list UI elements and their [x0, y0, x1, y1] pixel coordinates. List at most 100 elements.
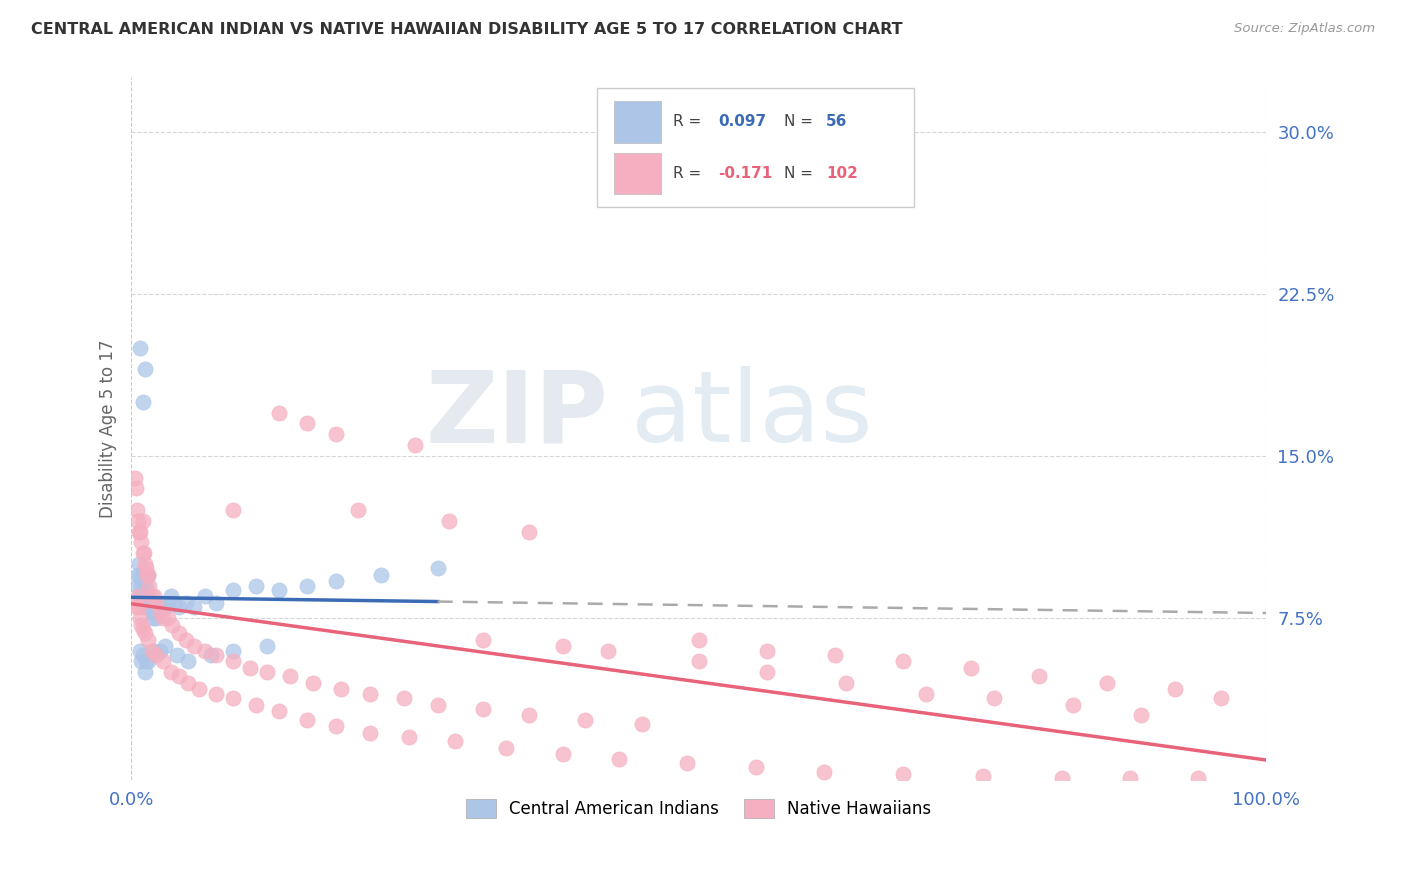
Point — [152, 596, 174, 610]
Legend: Central American Indians, Native Hawaiians: Central American Indians, Native Hawaiia… — [460, 792, 938, 825]
Point — [1050, 771, 1073, 785]
Point — [177, 654, 200, 668]
Point — [222, 654, 245, 668]
Point — [136, 567, 159, 582]
Point — [914, 687, 936, 701]
Point — [139, 600, 162, 615]
Point — [134, 665, 156, 680]
Point — [813, 764, 835, 779]
Text: atlas: atlas — [631, 367, 872, 463]
Point — [136, 590, 159, 604]
Text: N =: N = — [785, 114, 818, 129]
Point — [135, 579, 157, 593]
Point — [824, 648, 846, 662]
Point — [1062, 698, 1084, 712]
Point — [136, 567, 159, 582]
Point — [155, 600, 177, 615]
Point — [1164, 682, 1187, 697]
Text: CENTRAL AMERICAN INDIAN VS NATIVE HAWAIIAN DISABILITY AGE 5 TO 17 CORRELATION CH: CENTRAL AMERICAN INDIAN VS NATIVE HAWAII… — [31, 22, 903, 37]
Point — [267, 582, 290, 597]
Point — [141, 643, 163, 657]
Point — [426, 561, 449, 575]
Point — [127, 567, 149, 582]
Point — [256, 665, 278, 680]
Point — [142, 611, 165, 625]
Point — [132, 600, 155, 615]
Point — [891, 767, 914, 781]
Point — [160, 665, 183, 680]
Point — [960, 661, 983, 675]
Point — [245, 698, 267, 712]
Point — [127, 514, 149, 528]
Point — [131, 567, 153, 582]
Point — [135, 561, 157, 575]
Point — [131, 546, 153, 560]
Point — [688, 654, 710, 668]
Point — [245, 579, 267, 593]
Point — [472, 702, 495, 716]
Point — [129, 567, 152, 582]
Point — [128, 524, 150, 539]
Point — [125, 503, 148, 517]
Point — [155, 639, 177, 653]
Text: R =: R = — [672, 166, 706, 181]
Point — [1130, 708, 1153, 723]
Point — [631, 717, 654, 731]
Text: 102: 102 — [825, 166, 858, 181]
Text: ZIP: ZIP — [425, 367, 607, 463]
Point — [160, 617, 183, 632]
Point — [437, 514, 460, 528]
Point — [688, 632, 710, 647]
Point — [129, 341, 152, 355]
Point — [295, 579, 318, 593]
Point — [404, 438, 426, 452]
Point — [152, 611, 174, 625]
Point — [166, 648, 188, 662]
FancyBboxPatch shape — [613, 101, 661, 143]
Point — [131, 535, 153, 549]
Point — [156, 596, 179, 610]
Point — [129, 611, 152, 625]
Point — [131, 654, 153, 668]
Point — [302, 676, 325, 690]
Point — [278, 669, 301, 683]
Point — [330, 682, 353, 697]
Point — [222, 691, 245, 706]
Point — [134, 362, 156, 376]
Point — [135, 654, 157, 668]
Point — [131, 394, 153, 409]
Point — [127, 590, 149, 604]
Point — [392, 691, 415, 706]
Point — [145, 648, 167, 662]
Point — [132, 546, 155, 560]
Point — [138, 579, 160, 593]
Point — [194, 590, 217, 604]
Point — [222, 582, 245, 597]
Point — [295, 417, 318, 431]
Point — [129, 590, 152, 604]
Point — [188, 682, 211, 697]
Point — [1097, 676, 1119, 690]
Point — [134, 626, 156, 640]
Point — [131, 579, 153, 593]
Point — [1209, 691, 1232, 706]
Point — [129, 643, 152, 657]
Point — [744, 760, 766, 774]
Point — [200, 648, 222, 662]
Point — [141, 605, 163, 619]
Point — [124, 470, 146, 484]
Point — [136, 567, 159, 582]
Point — [1187, 771, 1209, 785]
Point — [755, 665, 778, 680]
Point — [239, 661, 262, 675]
Point — [167, 600, 190, 615]
Point — [136, 654, 159, 668]
Point — [131, 648, 153, 662]
Point — [472, 632, 495, 647]
Point — [574, 713, 596, 727]
Point — [145, 596, 167, 610]
Point — [607, 752, 630, 766]
Point — [267, 704, 290, 718]
Point — [136, 632, 159, 647]
Point — [142, 590, 165, 604]
